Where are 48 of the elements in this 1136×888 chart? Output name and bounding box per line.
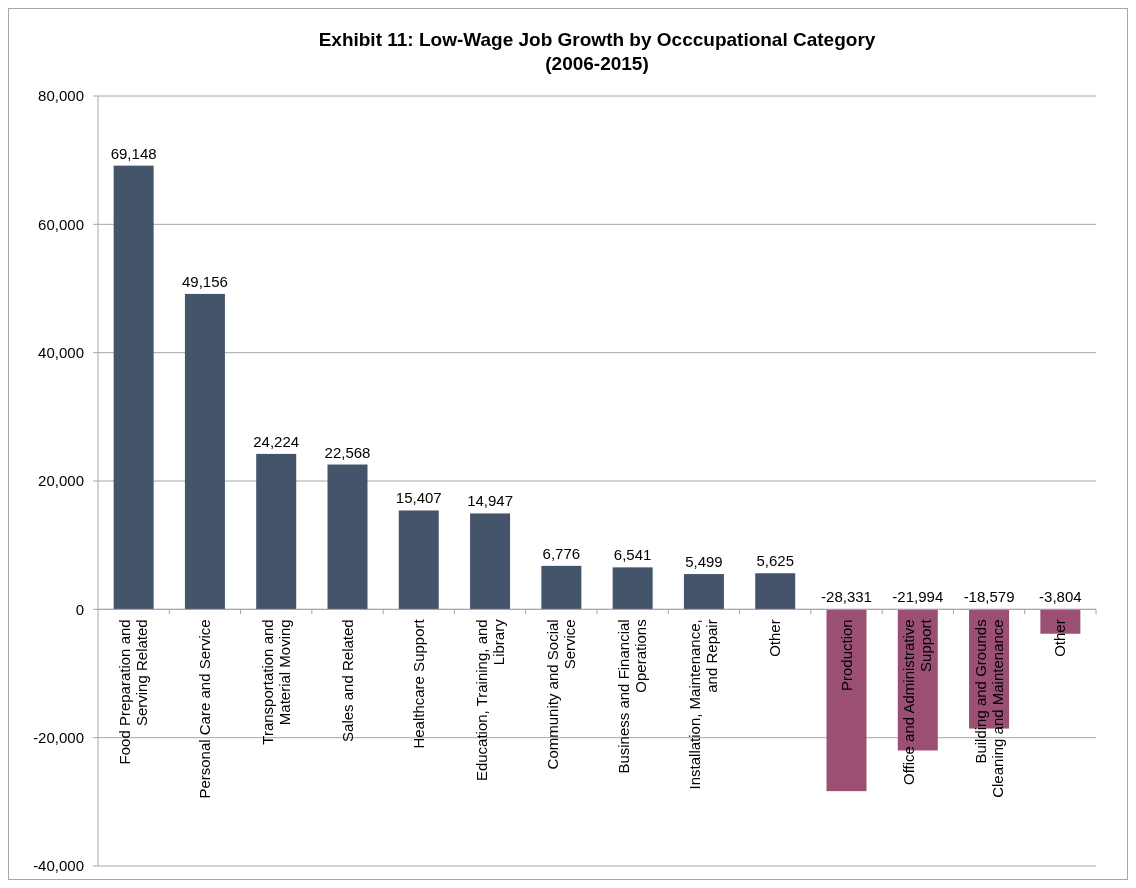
data-label: -18,579 (963, 588, 1015, 606)
x-tick-label: Food Preparation and Serving Related (116, 619, 151, 765)
x-tick-label: Building and Grounds Cleaning and Maintenance (971, 619, 1006, 798)
bar (683, 574, 724, 610)
data-label: 5,625 (756, 552, 794, 570)
bar (755, 573, 796, 610)
data-label: 22,568 (324, 443, 371, 461)
data-label: 24,224 (253, 432, 300, 450)
data-label: 49,156 (181, 272, 228, 290)
y-tick-label: -20,000 (33, 728, 84, 746)
y-tick-label: 60,000 (38, 215, 84, 233)
x-tick-label: Business and Financial Operations (615, 619, 650, 774)
bar (327, 464, 368, 610)
data-label: 69,148 (110, 144, 157, 162)
x-tick-label: Healthcare Support (409, 618, 427, 749)
bar (612, 567, 653, 610)
x-tick-label: Office and Administrative Support (900, 618, 935, 785)
x-tick-label: Installation, Maintenance, and Repair (686, 619, 721, 790)
bar (826, 609, 867, 792)
bar (113, 165, 154, 610)
data-label: 15,407 (395, 489, 442, 507)
data-label: 5,499 (685, 553, 723, 571)
x-tick-label: Education, Training, and Library (472, 618, 507, 782)
y-tick-label: 80,000 (38, 87, 84, 105)
x-tick-label: Other (766, 619, 784, 657)
x-tick-label: Production (837, 619, 855, 692)
x-tick-label: Other (1051, 619, 1069, 657)
data-label: -3,804 (1039, 588, 1082, 606)
x-tick-label: Sales and Related (338, 619, 356, 742)
data-label: -28,331 (821, 588, 872, 606)
x-tick-label: Personal Care and Service (195, 619, 213, 799)
y-tick-label: 40,000 (38, 343, 84, 361)
y-tick-label: 0 (75, 600, 84, 618)
data-label: -21,994 (892, 588, 944, 606)
bar (398, 510, 439, 610)
data-label: 14,947 (467, 492, 514, 510)
bar (184, 293, 225, 610)
data-label: 6,541 (613, 546, 652, 564)
y-tick-label: 20,000 (38, 472, 84, 490)
x-tick-label: Community and Social Service (543, 619, 578, 770)
chart-title: Exhibit 11: Low-Wage Job Growth by Occcupational Category (318, 29, 876, 50)
x-tick-label: Transportation and Material Moving (258, 619, 293, 745)
y-tick-label: -40,000 (33, 857, 84, 875)
data-label: 6,776 (542, 544, 581, 562)
bar (470, 513, 511, 610)
chart-subtitle: (2006-2015) (545, 53, 649, 74)
bar (541, 565, 582, 610)
bar (256, 453, 297, 610)
